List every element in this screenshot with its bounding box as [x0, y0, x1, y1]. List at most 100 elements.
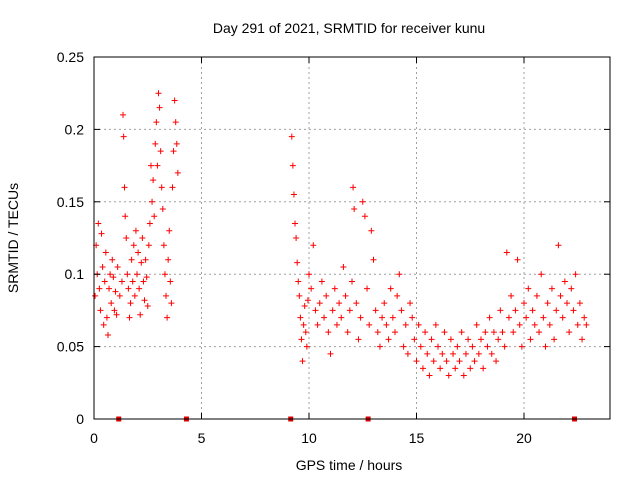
data-point — [465, 336, 472, 343]
data-point — [387, 285, 394, 292]
data-point — [125, 285, 132, 292]
data-point — [370, 256, 377, 263]
data-point — [327, 350, 334, 357]
data-point — [101, 278, 108, 285]
data-point — [121, 184, 128, 191]
data-point — [525, 285, 532, 292]
data-point — [155, 90, 162, 97]
data-point — [331, 285, 338, 292]
data-point — [409, 314, 416, 321]
data-point — [364, 285, 371, 292]
data-point — [97, 307, 104, 314]
data-point — [308, 285, 315, 292]
data-point — [152, 140, 159, 147]
data-point — [159, 206, 166, 213]
data-point — [447, 336, 454, 343]
data-point — [113, 311, 120, 318]
data-point — [475, 350, 482, 357]
data-point — [350, 184, 357, 191]
data-point — [359, 198, 366, 205]
data-point — [583, 321, 590, 328]
data-point — [366, 321, 373, 328]
data-point — [316, 300, 323, 307]
data-point — [544, 300, 551, 307]
data-point — [140, 278, 147, 285]
data-point — [413, 358, 420, 365]
data-point — [518, 343, 525, 350]
data-point — [574, 321, 581, 328]
data-point — [452, 365, 459, 372]
data-point — [170, 148, 177, 155]
data-point — [130, 242, 137, 249]
data-point — [151, 213, 158, 220]
data-point — [503, 249, 510, 256]
data-point — [127, 300, 134, 307]
data-point — [161, 271, 168, 278]
y-tick-label: 0.2 — [65, 121, 85, 137]
data-point — [523, 314, 530, 321]
data-point — [372, 307, 379, 314]
data-point — [102, 249, 109, 256]
data-point — [108, 300, 115, 307]
data-point — [173, 140, 180, 147]
data-point — [304, 297, 311, 304]
data-point — [497, 307, 504, 314]
x-tick-label: 15 — [409, 430, 425, 446]
data-point — [454, 343, 461, 350]
data-point — [559, 314, 566, 321]
data-point — [533, 292, 540, 299]
data-point — [303, 343, 310, 350]
data-point — [488, 350, 495, 357]
data-point — [538, 271, 545, 278]
data-point — [164, 314, 171, 321]
data-point — [473, 321, 480, 328]
data-point — [92, 292, 99, 299]
data-point — [469, 343, 476, 350]
data-point — [103, 314, 110, 321]
data-point — [157, 148, 164, 155]
data-point — [124, 271, 131, 278]
data-point — [147, 162, 154, 169]
data-point — [435, 343, 441, 350]
data-point — [394, 292, 401, 299]
data-point — [499, 329, 506, 336]
data-point — [439, 350, 446, 357]
data-point — [467, 365, 474, 372]
data-point — [428, 336, 435, 343]
data-point — [415, 321, 422, 328]
data-point — [168, 300, 175, 307]
x-tick-label: 10 — [301, 430, 317, 446]
data-point — [551, 336, 558, 343]
data-point — [346, 307, 353, 314]
data-point — [110, 274, 117, 281]
data-point — [404, 350, 411, 357]
data-point — [540, 314, 547, 321]
data-point — [325, 329, 332, 336]
data-point — [131, 292, 138, 299]
data-point — [505, 314, 512, 321]
data-point — [114, 263, 121, 270]
data-point — [450, 350, 457, 357]
data-point — [167, 278, 174, 285]
data-point — [490, 329, 497, 336]
data-point — [531, 321, 538, 328]
data-point — [301, 303, 308, 310]
data-point — [564, 300, 570, 307]
data-point — [122, 213, 129, 220]
data-point — [340, 263, 347, 270]
data-point — [349, 278, 355, 285]
data-point — [174, 169, 181, 176]
data-point — [132, 227, 139, 234]
data-point — [292, 220, 299, 227]
data-point — [139, 235, 146, 241]
data-point — [318, 278, 325, 285]
data-point — [355, 336, 362, 343]
y-tick-label: 0.25 — [57, 49, 84, 65]
data-point — [396, 271, 403, 278]
data-point — [310, 242, 317, 249]
data-point — [417, 343, 424, 350]
data-point — [165, 256, 172, 263]
data-point — [579, 336, 586, 343]
data-point — [521, 300, 527, 307]
data-point — [344, 329, 351, 336]
